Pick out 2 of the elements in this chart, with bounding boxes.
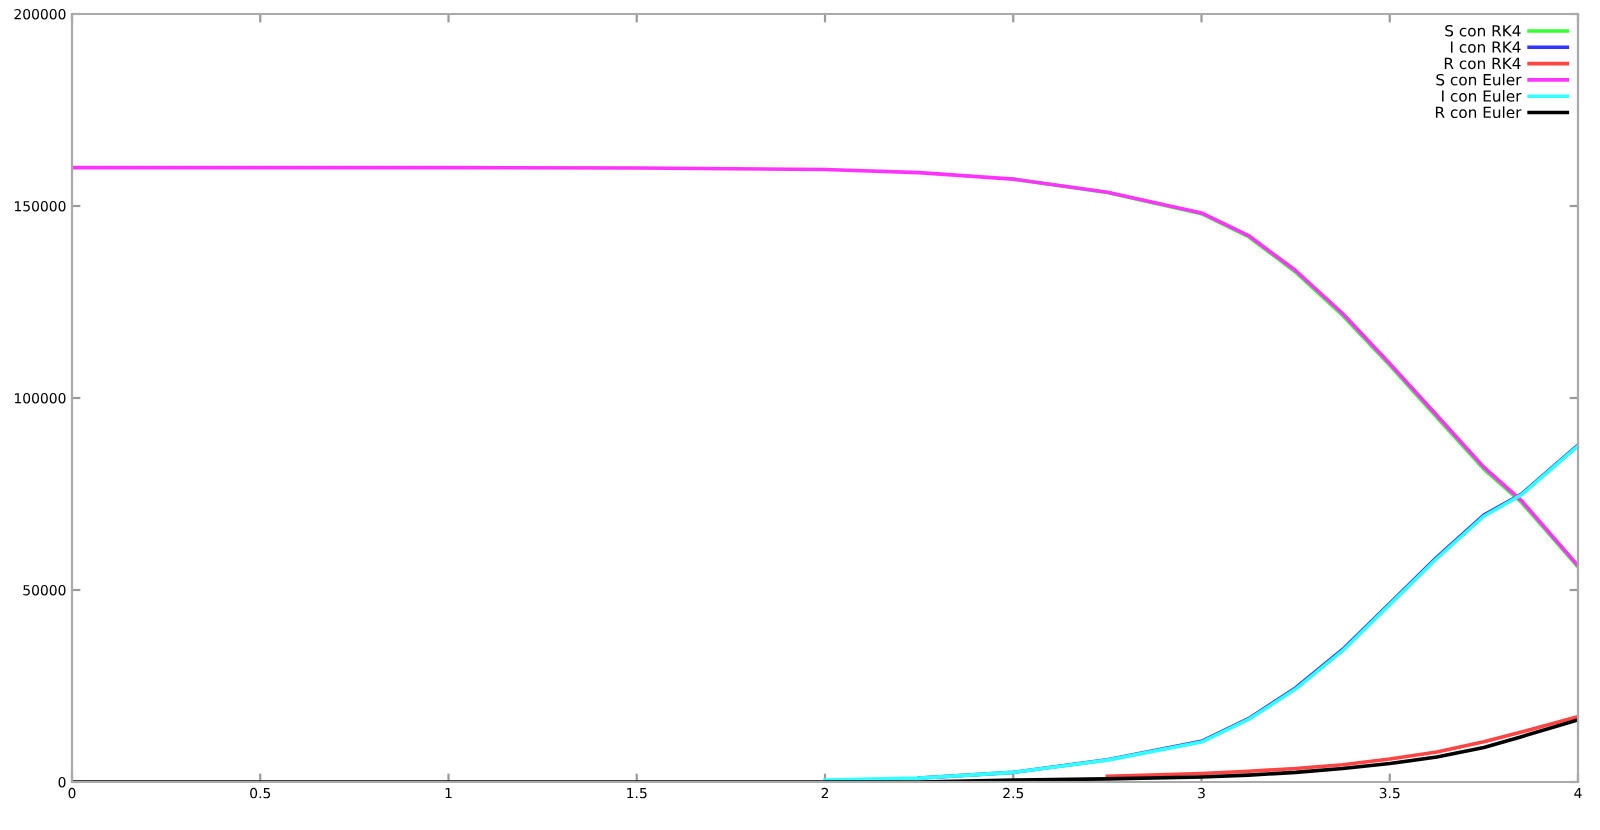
line-series — [72, 165, 1578, 568]
line-series — [1105, 714, 1578, 779]
